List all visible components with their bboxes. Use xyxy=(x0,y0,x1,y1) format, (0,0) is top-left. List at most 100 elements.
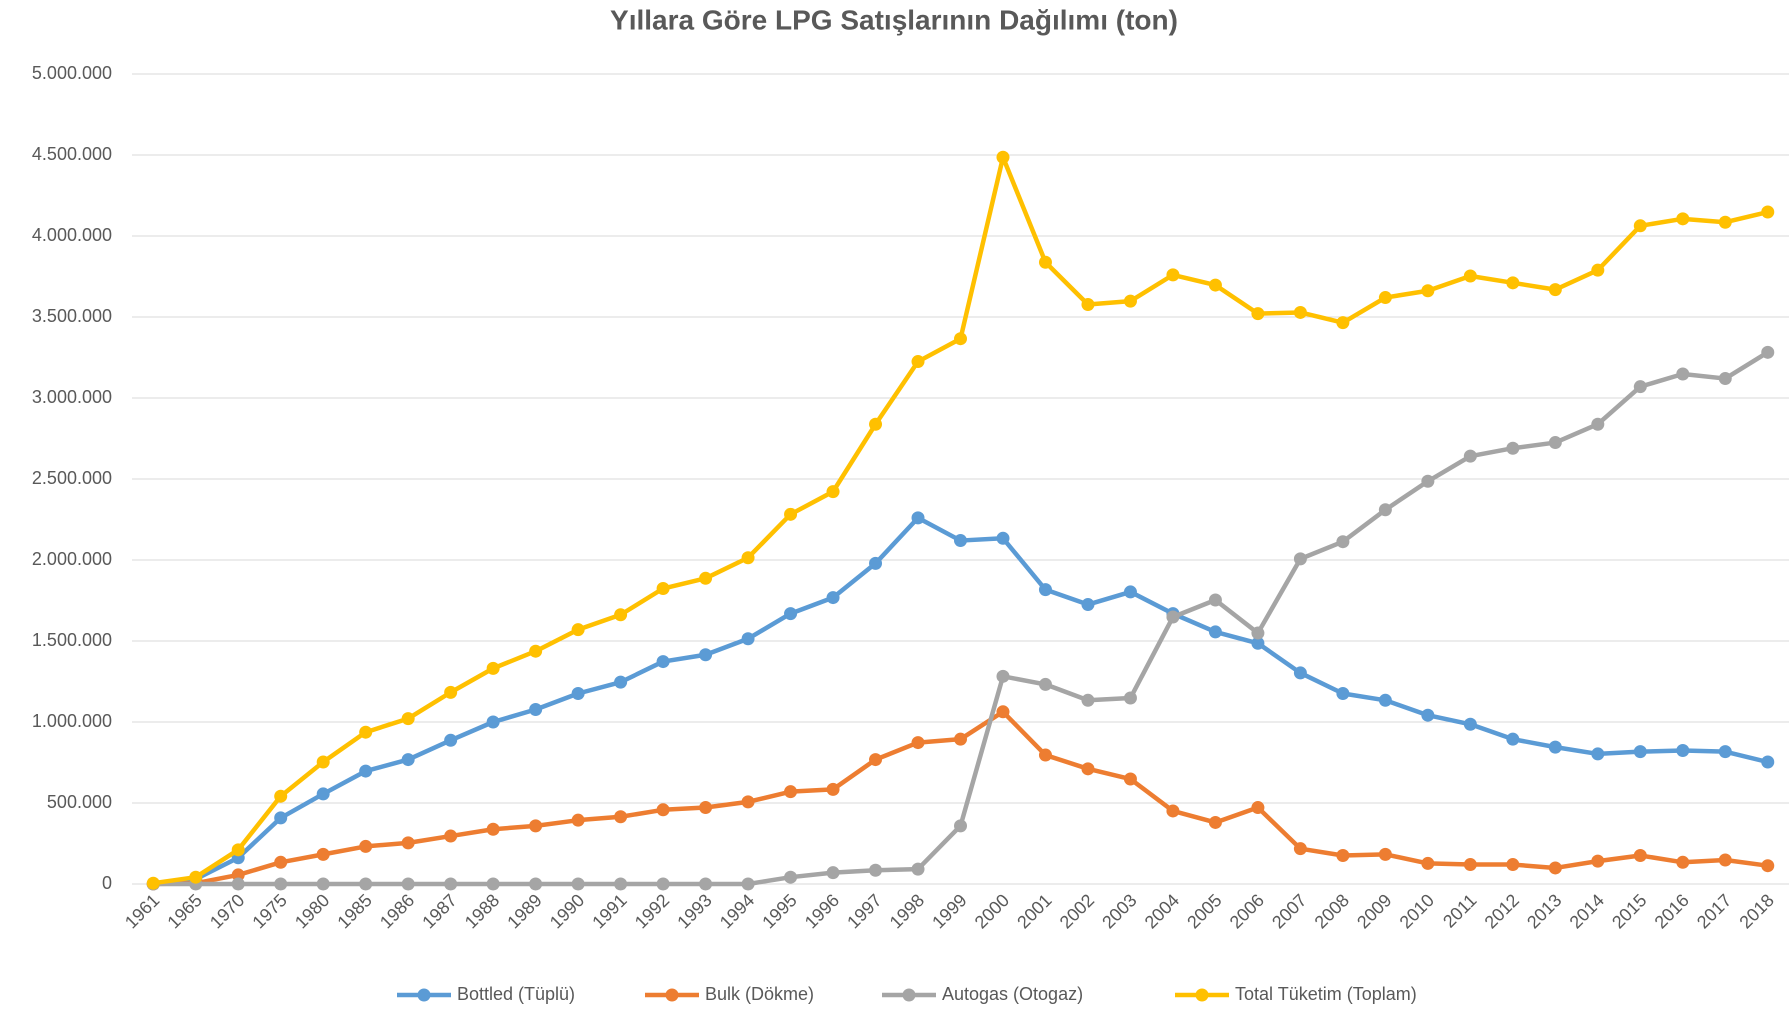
data-point xyxy=(826,485,840,499)
data-point xyxy=(954,732,967,746)
data-point xyxy=(1293,842,1307,856)
data-point xyxy=(401,877,415,891)
data-point xyxy=(529,819,543,833)
x-tick-label: 2002 xyxy=(1056,890,1098,932)
data-point xyxy=(571,813,585,827)
data-point xyxy=(1761,205,1775,219)
x-tick-label: 2009 xyxy=(1353,890,1395,932)
x-tick-label: 2012 xyxy=(1481,890,1523,932)
data-point xyxy=(1676,367,1690,381)
data-point xyxy=(656,582,670,596)
data-point xyxy=(741,551,755,565)
data-point xyxy=(1676,744,1690,758)
data-point xyxy=(656,877,670,891)
data-point xyxy=(1336,535,1350,549)
data-point xyxy=(911,511,925,525)
data-point xyxy=(1208,625,1222,639)
data-point xyxy=(401,712,415,726)
x-tick-label: 2014 xyxy=(1566,890,1608,932)
data-point xyxy=(996,531,1010,545)
data-point xyxy=(529,703,543,717)
data-point xyxy=(1463,449,1477,463)
data-point xyxy=(1591,747,1605,761)
data-point xyxy=(1718,745,1732,759)
data-point xyxy=(1123,772,1137,786)
data-point xyxy=(1081,598,1095,612)
data-point xyxy=(146,876,160,890)
data-point xyxy=(1421,856,1435,870)
x-tick-label: 1996 xyxy=(801,890,843,932)
data-point xyxy=(1123,585,1137,599)
data-point xyxy=(444,829,458,843)
chart-title: Yıllara Göre LPG Satışlarının Dağılımı (… xyxy=(610,4,1178,35)
legend-marker xyxy=(902,988,916,1002)
data-point xyxy=(1336,316,1350,330)
data-point xyxy=(996,669,1010,683)
y-tick-label: 1.000.000 xyxy=(32,711,112,731)
x-tick-label: 1989 xyxy=(503,890,545,932)
data-point xyxy=(656,803,670,817)
data-point xyxy=(1421,474,1435,488)
data-point xyxy=(1038,677,1052,691)
x-tick-label: 1961 xyxy=(121,890,163,932)
data-point xyxy=(911,862,925,876)
data-point xyxy=(359,725,373,739)
data-point xyxy=(1293,666,1307,680)
data-point xyxy=(529,644,543,658)
data-point xyxy=(1676,855,1690,869)
data-point xyxy=(911,736,925,750)
data-point xyxy=(784,507,798,521)
data-point xyxy=(1123,691,1137,705)
data-point xyxy=(1761,345,1775,359)
legend-marker xyxy=(665,988,679,1002)
y-tick-label: 500.000 xyxy=(47,792,112,812)
x-tick-label: 2018 xyxy=(1735,890,1777,932)
data-point xyxy=(699,648,713,662)
data-point xyxy=(1591,854,1605,868)
data-point xyxy=(1081,693,1095,707)
data-point xyxy=(869,863,883,877)
data-point xyxy=(1166,610,1180,624)
data-point xyxy=(1633,219,1647,233)
data-point xyxy=(1633,745,1647,759)
data-point xyxy=(486,661,500,675)
data-point xyxy=(869,556,883,570)
data-point xyxy=(1378,503,1392,517)
data-point xyxy=(1548,861,1562,875)
y-tick-label: 3.500.000 xyxy=(32,306,112,326)
data-point xyxy=(571,877,585,891)
x-tick-label: 1975 xyxy=(248,890,290,932)
x-tick-label: 2016 xyxy=(1651,890,1693,932)
data-point xyxy=(1718,215,1732,229)
x-tick-label: 1970 xyxy=(206,890,248,932)
y-tick-label: 4.500.000 xyxy=(32,144,112,164)
x-tick-label: 1991 xyxy=(588,890,630,932)
legend-marker xyxy=(1195,988,1209,1002)
data-point xyxy=(1336,848,1350,862)
data-point xyxy=(1208,278,1222,292)
data-point xyxy=(316,847,330,861)
x-tick-label: 2013 xyxy=(1523,890,1565,932)
x-tick-label: 2007 xyxy=(1268,890,1310,932)
data-point xyxy=(1166,804,1180,818)
data-point xyxy=(1251,626,1265,640)
y-tick-label: 1.500.000 xyxy=(32,630,112,650)
x-tick-label: 2017 xyxy=(1693,890,1735,932)
data-point xyxy=(741,877,755,891)
data-point xyxy=(486,715,500,729)
data-point xyxy=(996,150,1010,164)
x-tick-label: 1980 xyxy=(291,890,333,932)
data-point xyxy=(784,607,798,621)
data-point xyxy=(656,655,670,669)
legend-label: Bulk (Dökme) xyxy=(705,984,814,1004)
data-point xyxy=(1293,552,1307,566)
y-tick-label: 3.000.000 xyxy=(32,387,112,407)
data-point xyxy=(359,764,373,778)
data-point xyxy=(1038,748,1052,762)
data-point xyxy=(954,332,967,346)
data-point xyxy=(444,685,458,699)
data-point xyxy=(826,591,840,605)
x-tick-label: 1987 xyxy=(418,890,460,932)
data-point xyxy=(316,787,330,801)
x-tick-label: 2006 xyxy=(1226,890,1268,932)
